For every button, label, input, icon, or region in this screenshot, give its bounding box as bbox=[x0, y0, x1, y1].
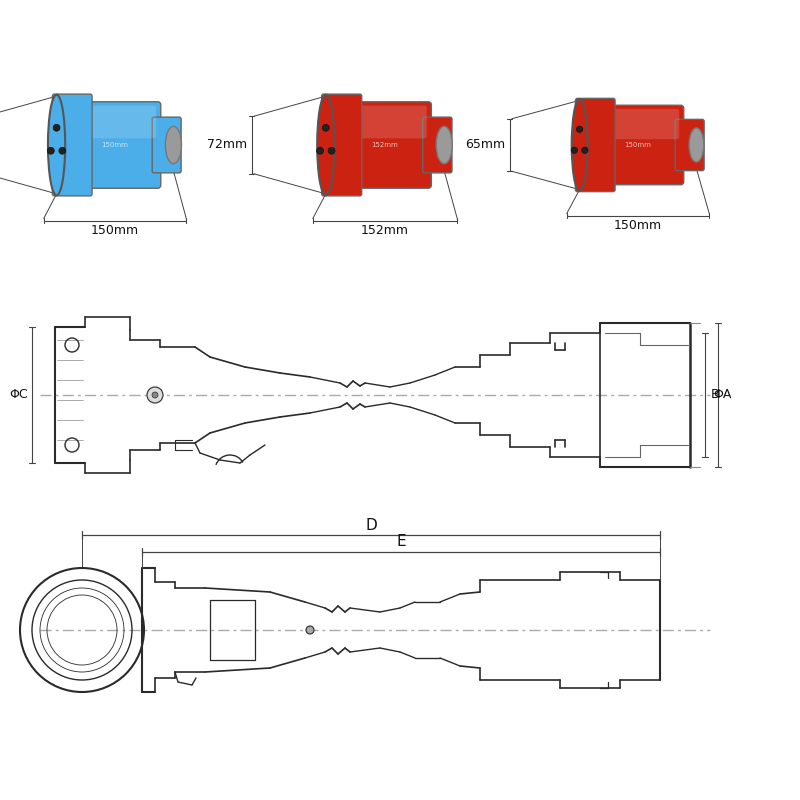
FancyBboxPatch shape bbox=[592, 106, 684, 185]
Text: ΦA: ΦA bbox=[714, 389, 732, 402]
Circle shape bbox=[577, 126, 582, 132]
Circle shape bbox=[582, 147, 588, 154]
Circle shape bbox=[328, 147, 335, 154]
Circle shape bbox=[152, 392, 158, 398]
Ellipse shape bbox=[436, 126, 452, 164]
Circle shape bbox=[322, 124, 330, 131]
Circle shape bbox=[571, 147, 578, 154]
Text: ΦC: ΦC bbox=[10, 389, 28, 402]
Ellipse shape bbox=[572, 99, 587, 191]
FancyBboxPatch shape bbox=[597, 109, 679, 139]
Ellipse shape bbox=[48, 94, 66, 195]
Circle shape bbox=[306, 626, 314, 634]
Text: 152mm: 152mm bbox=[372, 142, 398, 148]
FancyBboxPatch shape bbox=[70, 102, 161, 188]
FancyBboxPatch shape bbox=[422, 117, 452, 173]
FancyBboxPatch shape bbox=[675, 119, 704, 170]
Text: 150mm: 150mm bbox=[91, 224, 139, 237]
Text: 65mm: 65mm bbox=[465, 138, 505, 151]
Text: E: E bbox=[396, 534, 406, 550]
Circle shape bbox=[147, 387, 163, 403]
Text: D: D bbox=[365, 518, 377, 533]
FancyBboxPatch shape bbox=[322, 94, 362, 196]
Circle shape bbox=[59, 147, 66, 154]
Circle shape bbox=[53, 124, 60, 131]
Text: 72mm: 72mm bbox=[206, 138, 246, 151]
FancyBboxPatch shape bbox=[74, 106, 156, 138]
Text: 150mm: 150mm bbox=[102, 142, 129, 148]
FancyBboxPatch shape bbox=[338, 102, 431, 188]
Circle shape bbox=[317, 147, 323, 154]
Circle shape bbox=[47, 147, 54, 154]
Text: 150mm: 150mm bbox=[625, 142, 651, 148]
Text: 150mm: 150mm bbox=[614, 219, 662, 232]
Text: 152mm: 152mm bbox=[361, 224, 409, 237]
FancyBboxPatch shape bbox=[152, 117, 181, 173]
Text: B: B bbox=[710, 389, 719, 402]
Ellipse shape bbox=[317, 94, 334, 195]
FancyBboxPatch shape bbox=[343, 106, 426, 138]
FancyBboxPatch shape bbox=[53, 94, 92, 196]
FancyBboxPatch shape bbox=[575, 98, 615, 192]
Ellipse shape bbox=[166, 126, 182, 164]
Ellipse shape bbox=[689, 128, 704, 162]
